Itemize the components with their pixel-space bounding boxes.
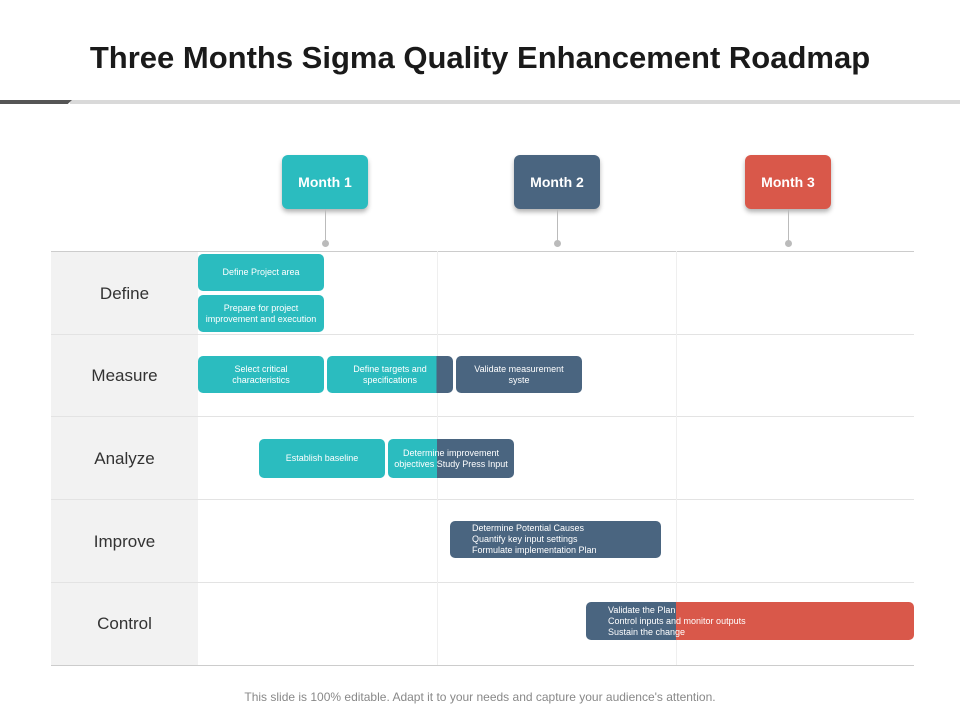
row-divider [51,251,914,252]
month-1-dot [322,240,329,247]
month-3-dot [785,240,792,247]
title-divider-accent [0,100,72,104]
phase-analyze: Analyze [94,449,155,468]
phase-improve: Improve [93,532,156,551]
task-control-line: Control inputs and monitor outputs [608,615,746,626]
phase-column [51,251,198,665]
month-1-connector [325,209,326,243]
phase-measure: Measure [91,366,158,385]
task-improve-line: Quantify key input settings [472,534,578,544]
task-determine-improvement[interactable]: Determine improvement objectives Study P… [388,439,514,478]
footer-note: This slide is 100% editable. Adapt it to… [244,690,716,704]
task-improve-line: Determine Potential Causes [472,523,585,533]
month-3-header: Month 3 [745,155,831,209]
row-divider [51,582,914,583]
task-control-line: Validate the Plan [608,604,676,615]
task-validate-measurement[interactable]: Validate measurement syste [456,356,582,393]
phase-control: Control [97,614,152,633]
month-3-connector [788,209,789,243]
task-control-line: Sustain the change [608,626,686,637]
task-select-critical[interactable]: Select critical characteristics [198,356,324,393]
page-title: Three Months Sigma Quality Enhancement R… [89,40,871,75]
task-define-targets[interactable]: Define targets and specifications [327,356,453,393]
task-establish-baseline[interactable]: Establish baseline [259,439,385,478]
column-divider [676,251,677,665]
task-define-project-area[interactable]: Define Project area [198,254,324,291]
task-control[interactable]: Validate the Plan Control inputs and mon… [586,602,914,640]
month-2-connector [557,209,558,243]
row-divider [51,334,914,335]
task-prepare[interactable]: Prepare for project improvement and exec… [198,295,324,332]
row-divider [51,499,914,500]
row-divider [51,416,914,417]
month-1-header: Month 1 [282,155,368,209]
month-2-dot [554,240,561,247]
title-divider [70,100,960,104]
row-divider [51,665,914,666]
task-improve-line: Formulate implementation Plan [472,545,597,555]
task-improve[interactable]: Determine Potential Causes Quantify key … [450,521,661,558]
month-2-header: Month 2 [514,155,600,209]
phase-define: Define [99,284,150,303]
